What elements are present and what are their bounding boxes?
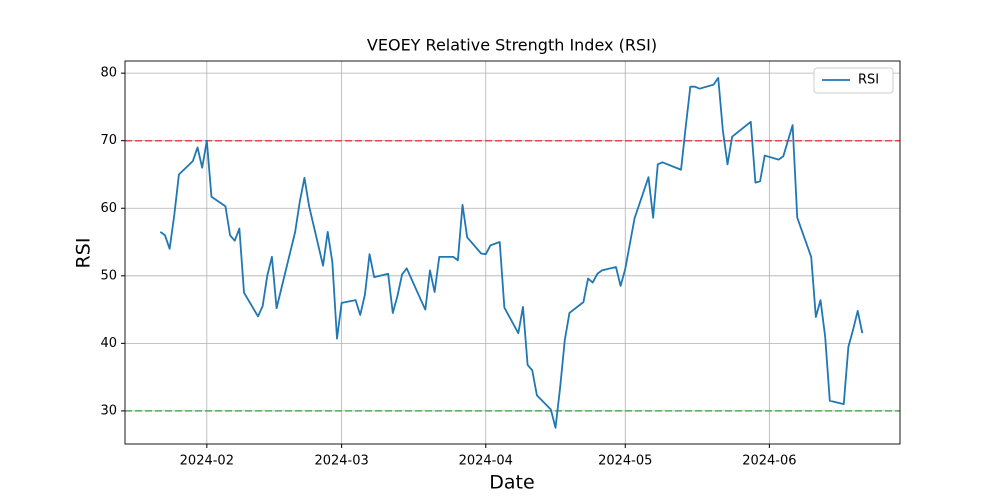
y-tick-label: 40 [100, 336, 117, 351]
x-tick-label: 2024-05 [598, 454, 652, 469]
y-axis-label: RSI [73, 238, 95, 269]
plot-frame [124, 60, 901, 445]
chart-title: VEOEY Relative Strength Index (RSI) [367, 36, 657, 55]
y-tick-label: 70 [100, 133, 117, 148]
x-tick-label: 2024-04 [459, 454, 513, 469]
y-tick-label: 80 [100, 66, 117, 81]
y-tick-label: 50 [100, 268, 117, 283]
legend-label: RSI [858, 73, 879, 88]
rsi-line [159, 76, 864, 429]
y-tick-label: 30 [100, 403, 117, 418]
x-axis-label: Date [489, 472, 534, 494]
x-tick-label: 2024-06 [742, 454, 796, 469]
x-tick-label: 2024-02 [180, 454, 234, 469]
y-tick-label: 60 [100, 201, 117, 216]
legend-box [813, 67, 894, 94]
x-tick-label: 2024-03 [314, 454, 368, 469]
